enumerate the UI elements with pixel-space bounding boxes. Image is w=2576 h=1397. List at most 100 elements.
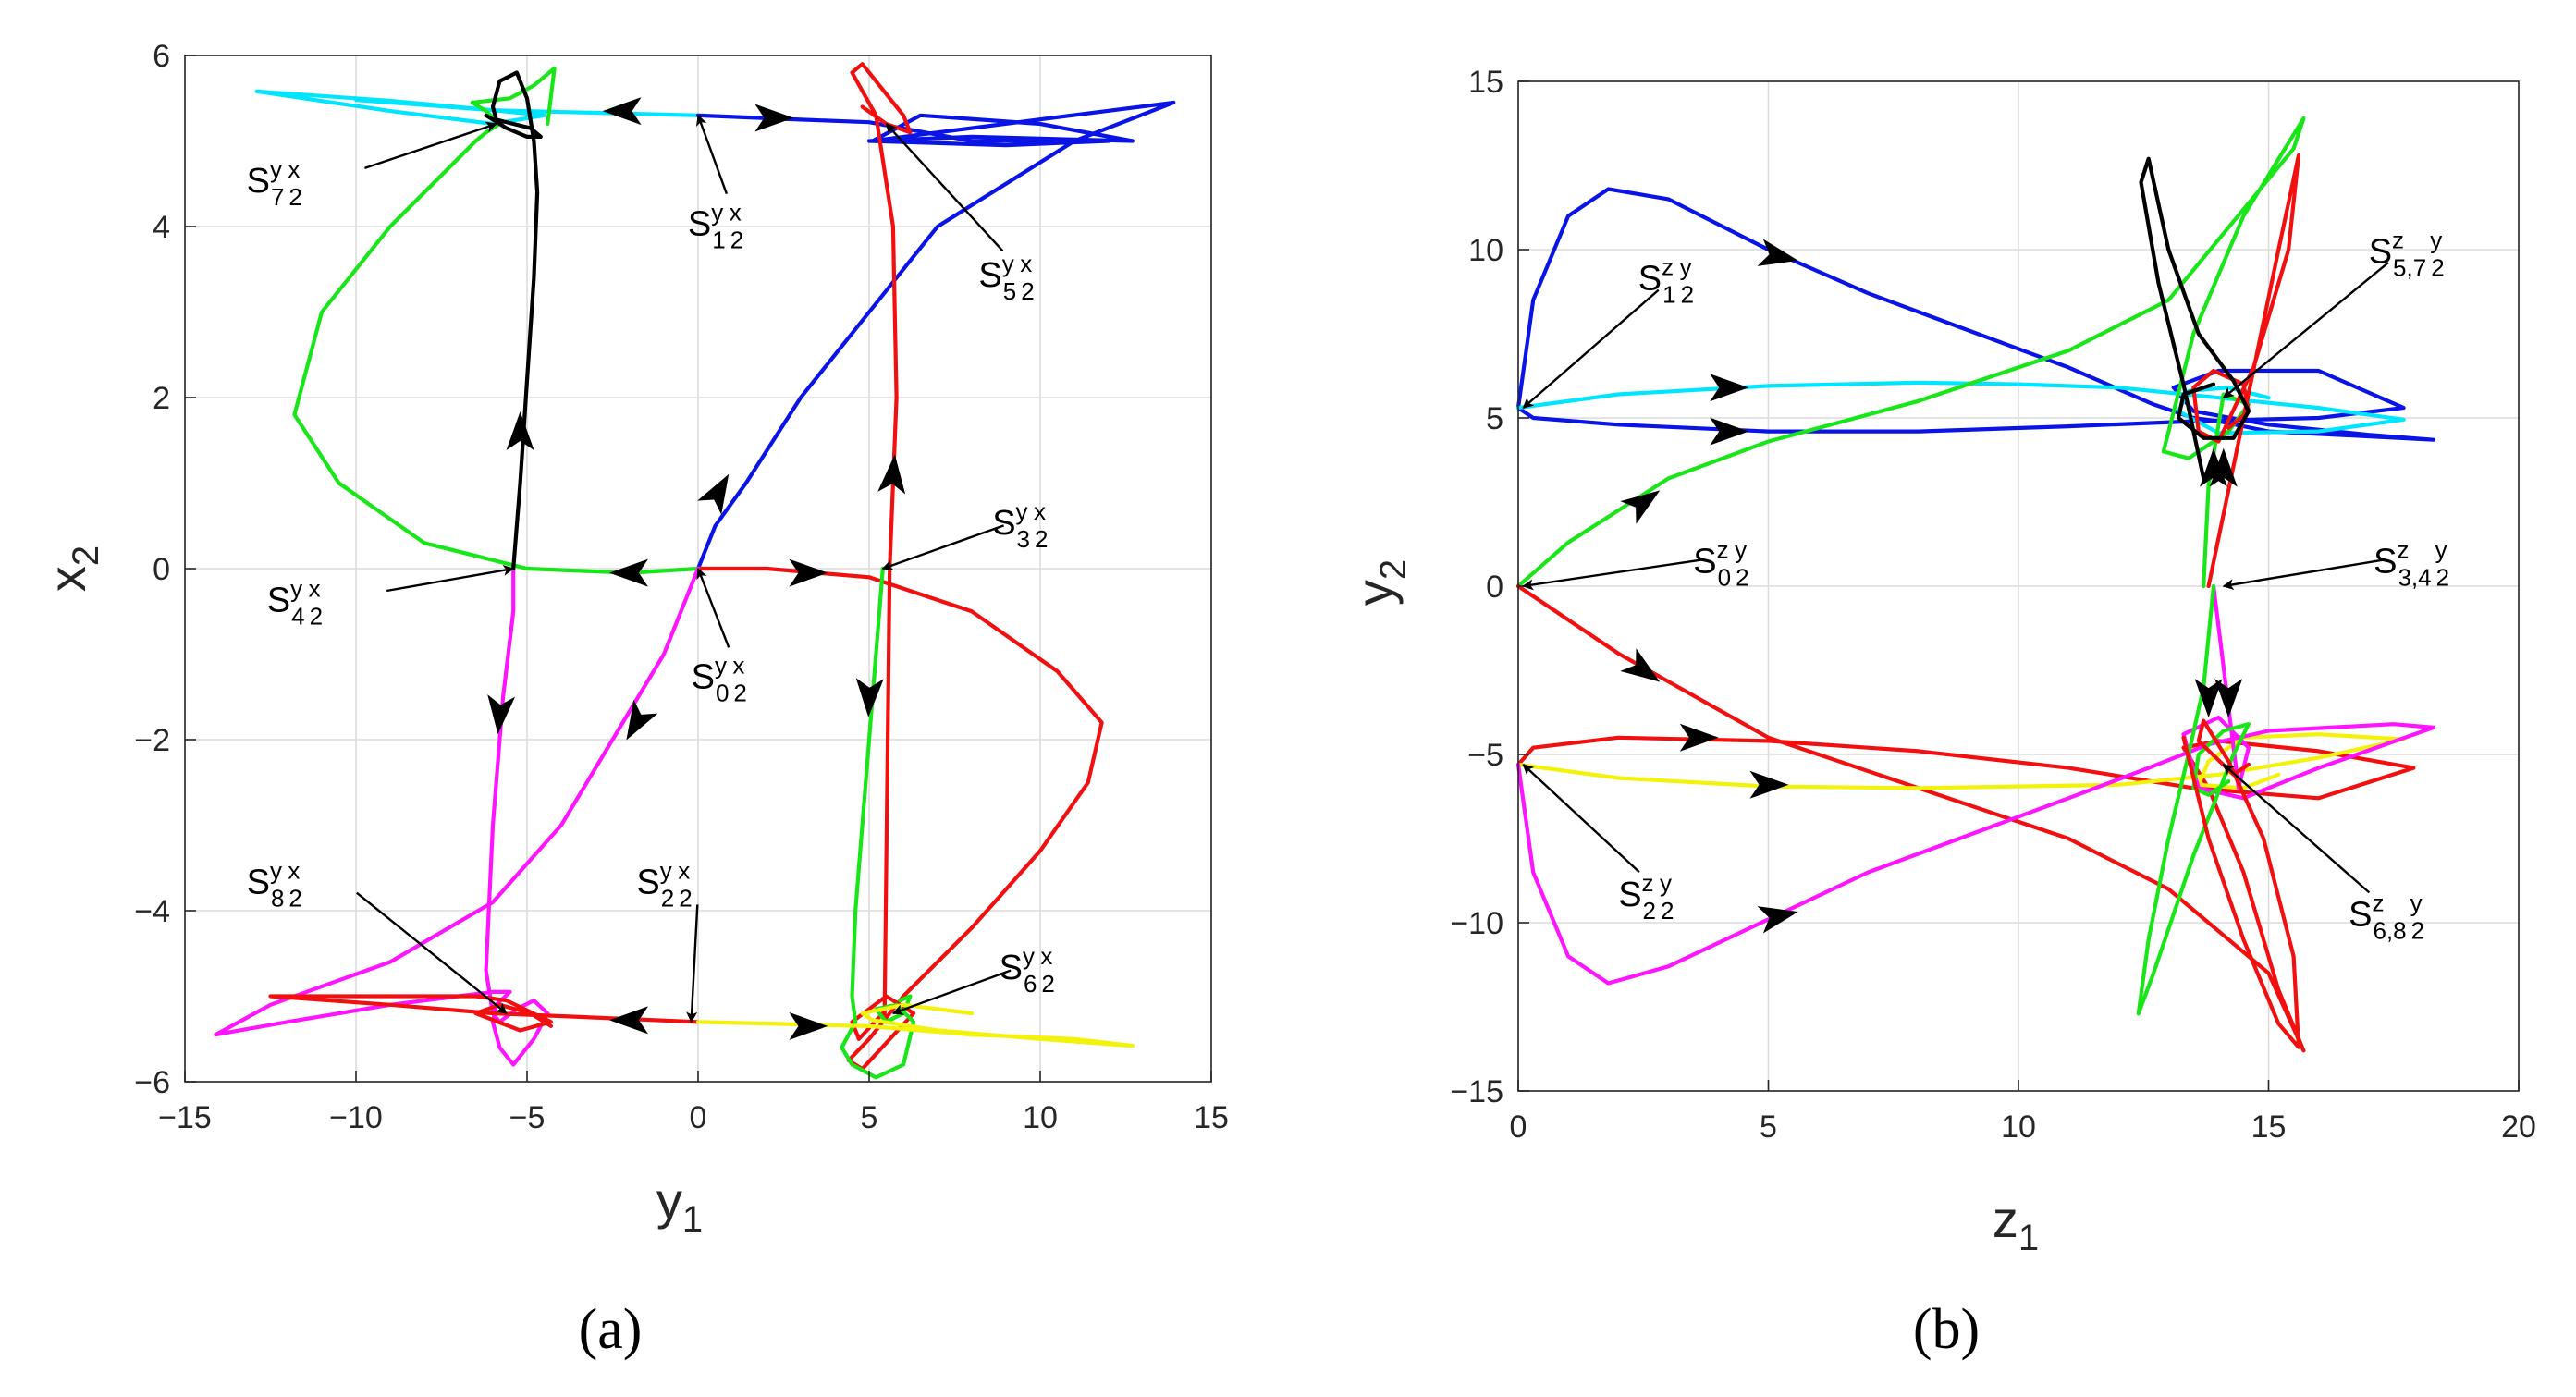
annotation-label: Sy 7x 2 (247, 155, 302, 211)
annotation-leader-arrow (1522, 558, 1703, 591)
annotation-label: Sz 5,7y 2 (2369, 227, 2445, 282)
series-line-green (2136, 583, 2251, 1016)
direction-arrowhead (602, 97, 642, 126)
series-line-blue (695, 100, 1176, 571)
series-line-yellow (695, 1002, 1135, 1048)
annotation-label: Sz 1y 2 (1638, 253, 1694, 309)
annotation-leader-arrow (2222, 262, 2389, 399)
annotation-label: Sz 6,8y 2 (2349, 889, 2424, 945)
direction-arrowhead (789, 1011, 828, 1040)
x-tick-label: 15 (1194, 1100, 1229, 1135)
panel-b-xlabel: z1 (1993, 1190, 2039, 1258)
panel-a: −15 −10 −5 0 5 10 15 −6 −4 −2 0 2 4 6 Sy 7x 2 Sy 1x 2 Sy 5x 2… (38, 39, 1229, 1361)
direction-arrowhead (697, 473, 730, 515)
annotation-leader-arrow (364, 121, 497, 170)
direction-arrowhead (1757, 239, 1798, 266)
y-tick-label: 0 (153, 552, 170, 587)
direction-arrowhead (855, 678, 884, 717)
direction-arrowhead (1620, 490, 1661, 524)
direction-arrowhead (1749, 770, 1789, 799)
x-tick-label: 20 (2501, 1109, 2536, 1145)
direction-arrowhead (609, 1006, 648, 1035)
panel-b-annotations: Sz 1y 2 Sz 0y 2 Sz 2y 2 Sz 5,7y 2 Sz 3,4y 2 Sz 6,8y 2 (1522, 227, 2449, 945)
y-tick-label: −2 (134, 723, 170, 758)
x-tick-label: 0 (690, 1100, 707, 1135)
x-tick-label: 5 (1760, 1109, 1777, 1145)
annotation-leader-arrow (686, 904, 699, 1023)
annotation-leader-arrow (885, 123, 1004, 252)
direction-arrowhead (754, 104, 794, 132)
annotation-label: Sy 1x 2 (688, 198, 743, 253)
annotation-label: Sy 6x 2 (1000, 942, 1055, 998)
y-tick-label: 0 (1486, 570, 1503, 605)
panel-b-ticks: 0 5 10 15 20 −15 −10 −5 0 5 10 15 (1450, 65, 2536, 1145)
series-line-magenta (214, 566, 701, 1067)
y-tick-label: 15 (1468, 65, 1503, 100)
x-tick-label: 10 (2001, 1109, 2036, 1145)
direction-arrowhead (1710, 417, 1749, 446)
y-tick-label: 5 (1486, 401, 1503, 436)
series-line-green (840, 566, 916, 1080)
annotation-label: Sy 5x 2 (978, 250, 1034, 305)
x-tick-label: 5 (861, 1100, 878, 1135)
annotation-leader-arrow (891, 969, 1012, 1015)
direction-arrowhead (487, 694, 516, 735)
series-line-red (2191, 153, 2301, 589)
series-line-green (292, 66, 701, 575)
direction-arrowhead (2209, 447, 2238, 487)
y-tick-label: −10 (1450, 906, 1503, 941)
annotation-label: Sy 3x 2 (992, 497, 1048, 553)
direction-arrowhead (626, 699, 658, 741)
y-tick-label: 6 (153, 39, 170, 74)
x-tick-label: −10 (329, 1100, 383, 1135)
panel-b-label: (b) (1913, 1298, 1980, 1361)
annotation-leader-arrow (696, 114, 729, 195)
x-tick-label: 15 (2251, 1109, 2287, 1145)
annotation-label: Sz 3,4y 2 (2374, 535, 2449, 591)
y-tick-label: −15 (1450, 1074, 1503, 1109)
y-tick-label: −6 (134, 1065, 170, 1100)
panel-b-direction-arrows (1620, 239, 2243, 934)
annotation-leader-arrow (1522, 764, 1640, 874)
y-tick-label: 4 (153, 210, 170, 245)
annotation-leader-arrow (881, 524, 1005, 571)
direction-arrowhead (2194, 679, 2223, 718)
panel-a-label: (a) (579, 1298, 643, 1361)
series-line-black (484, 70, 543, 571)
panel-a-ticks: −15 −10 −5 0 5 10 15 −6 −4 −2 0 2 4 6 (134, 39, 1229, 1135)
panel-a-series (214, 62, 1176, 1080)
annotation-leader-arrow (696, 567, 730, 648)
direction-arrowhead (1757, 906, 1798, 934)
x-tick-label: −5 (509, 1100, 546, 1135)
direction-arrowhead (609, 558, 648, 587)
direction-arrowhead (789, 558, 828, 587)
annotation-label: Sz 0y 2 (1693, 535, 1748, 591)
direction-arrowhead (1679, 723, 1719, 752)
annotation-leader-arrow (356, 891, 508, 1014)
direction-arrowhead (506, 411, 534, 450)
y-tick-label: 10 (1468, 233, 1503, 268)
series-line-red (2181, 718, 2301, 1049)
annotation-label: Sy 4x 2 (267, 574, 323, 630)
series-line-red (1515, 583, 2416, 1053)
annotation-label: Sy 8x 2 (247, 857, 302, 913)
x-tick-label: 10 (1023, 1100, 1058, 1135)
series-line-blue (1515, 187, 2436, 442)
y-tick-label: 2 (153, 381, 170, 416)
y-tick-label: −4 (134, 894, 170, 929)
panel-a-ylabel: x2 (38, 545, 106, 592)
series-line-cyan (254, 89, 701, 127)
annotation-leader-arrow (2222, 763, 2371, 894)
series-line-red (695, 62, 1104, 1072)
annotation-label: Sz 2y 2 (1618, 869, 1674, 925)
series-line-black (2139, 156, 2251, 481)
panel-a-annotations: Sy 7x 2 Sy 1x 2 Sy 5x 2 Sy 3x 2 Sy 4x 2 Sy 0x 2 Sy 8x 2 Sy 2x 2… (247, 114, 1055, 1023)
panel-a-xlabel: y1 (656, 1171, 703, 1240)
direction-arrowhead (1620, 648, 1661, 682)
annotation-label: Sy 0x 2 (692, 652, 747, 707)
direction-arrowhead (877, 454, 906, 495)
direction-arrowhead (2214, 679, 2243, 718)
panel-b-ylabel: y2 (1345, 559, 1414, 606)
y-tick-label: −5 (1467, 738, 1503, 773)
